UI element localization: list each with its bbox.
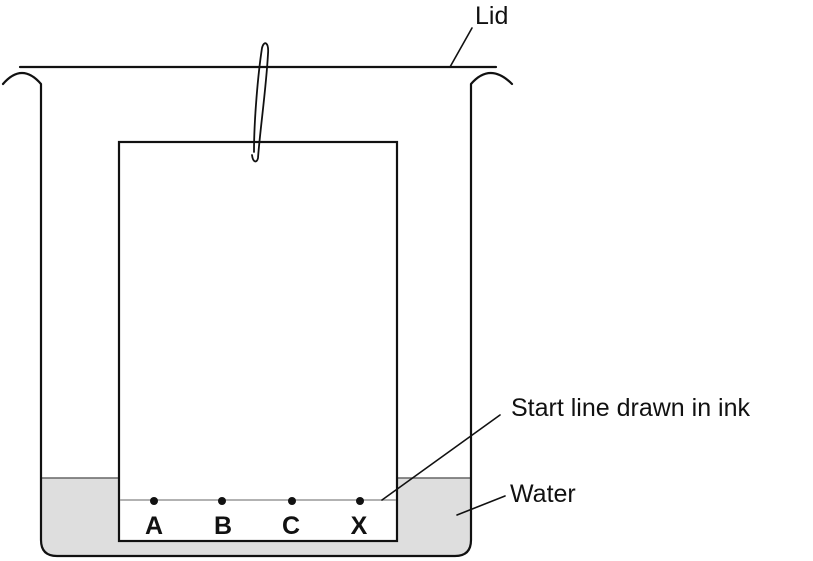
start-line-leader-line [381,414,501,501]
spot-x-dot [356,497,364,505]
start-line-label: Start line drawn in ink [511,394,751,422]
spot-a-dot [150,497,158,505]
spot-b-label: B [214,512,232,540]
water-label: Water [510,480,576,508]
spot-c-label: C [282,512,300,540]
water-leader-line [456,495,506,516]
spot-x-label: X [351,512,368,540]
spot-b-dot [218,497,226,505]
chromatography-paper [117,140,399,543]
lid-label: Lid [475,2,508,30]
spot-c-dot [288,497,296,505]
lid-leader-line [449,27,473,68]
beaker [1,71,514,558]
spot-a-label: A [145,512,163,540]
paper-clip [251,42,270,163]
